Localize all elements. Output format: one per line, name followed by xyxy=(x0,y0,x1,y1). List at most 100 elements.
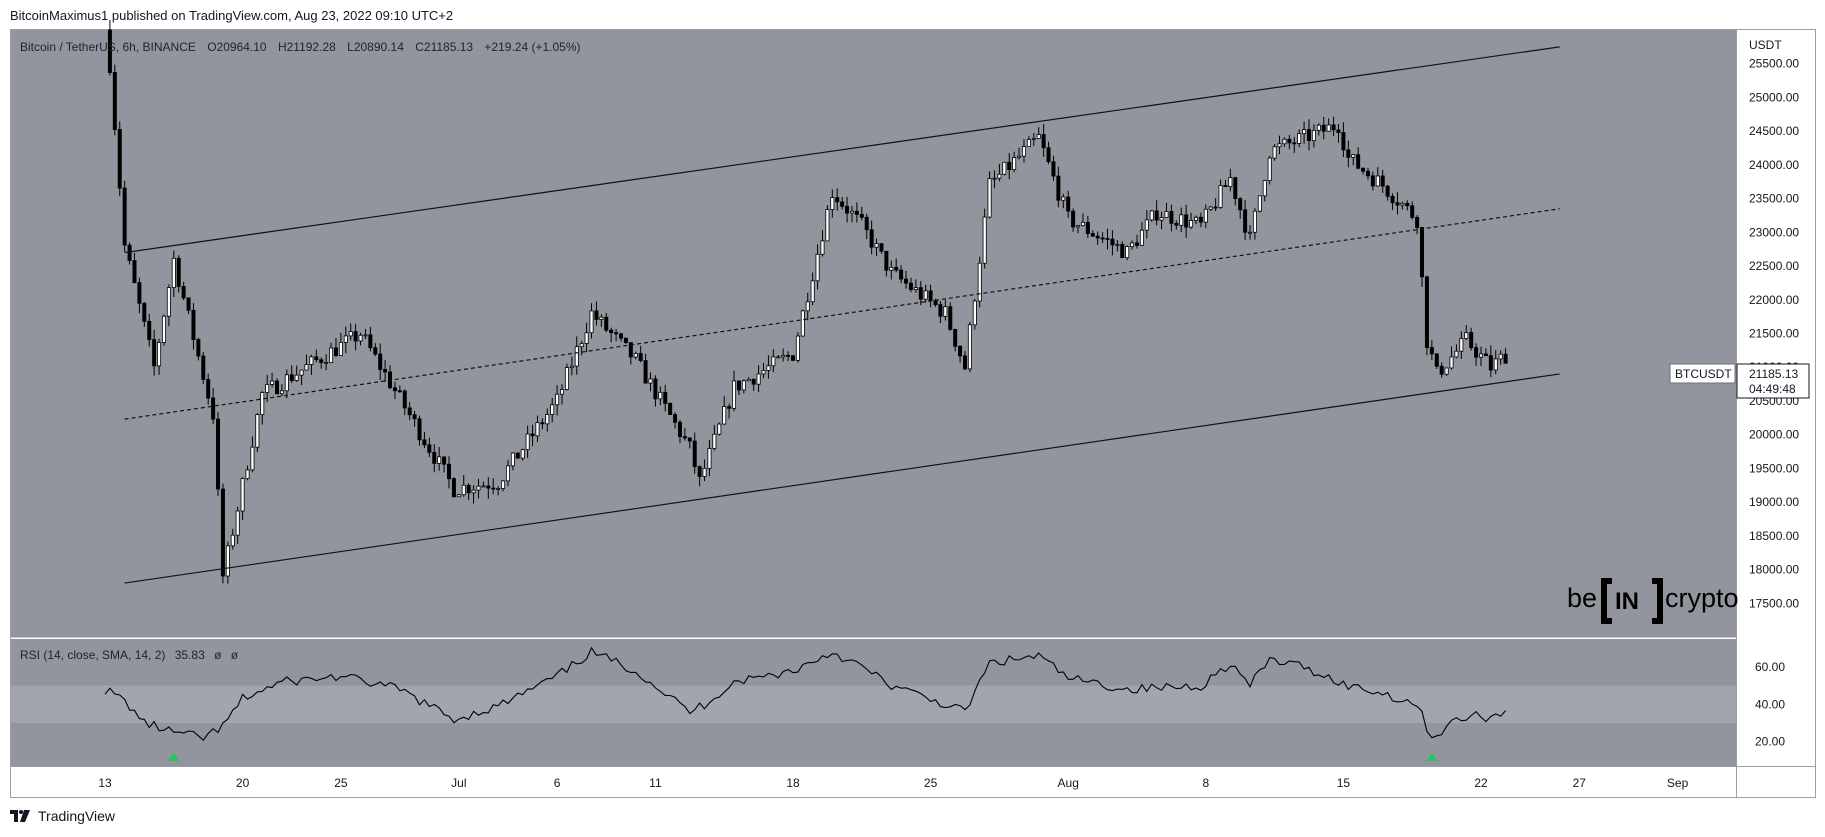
time-tick-4: 6 xyxy=(554,776,561,790)
candle xyxy=(1282,137,1287,147)
candle xyxy=(304,354,309,371)
candle xyxy=(697,465,702,487)
candle xyxy=(648,372,653,392)
currency-label: USDT xyxy=(1749,38,1782,52)
candle xyxy=(1066,190,1071,218)
candle xyxy=(864,213,869,240)
candle xyxy=(1095,231,1100,245)
candle xyxy=(1243,200,1248,241)
candle xyxy=(1326,118,1331,132)
candle xyxy=(707,439,712,477)
candle xyxy=(682,427,687,441)
candle xyxy=(348,323,353,341)
candle xyxy=(1336,123,1341,143)
candle xyxy=(1056,166,1061,208)
candle xyxy=(1139,221,1144,246)
candle xyxy=(963,350,968,370)
candle xyxy=(1483,348,1488,357)
candle xyxy=(107,20,112,76)
candle xyxy=(889,260,894,280)
candle xyxy=(1429,340,1434,361)
candle xyxy=(717,422,722,436)
candle xyxy=(397,385,402,394)
candle xyxy=(1076,225,1081,234)
candle xyxy=(1233,176,1238,206)
candle xyxy=(338,332,343,356)
price-badge[interactable] xyxy=(1736,363,1810,399)
candle xyxy=(540,418,545,430)
candle xyxy=(1351,154,1356,166)
candle xyxy=(1031,132,1036,147)
bullish-arrow-icon-0 xyxy=(167,753,180,761)
candle xyxy=(1262,179,1267,202)
candle xyxy=(1002,161,1007,176)
candle xyxy=(1085,215,1090,239)
candle xyxy=(756,365,761,393)
candle xyxy=(1474,343,1479,366)
symbol-badge[interactable] xyxy=(1669,363,1736,384)
candle xyxy=(466,483,471,501)
channel-upper-line[interactable] xyxy=(124,46,1560,254)
candle xyxy=(1341,122,1346,158)
price-tick-0: 17500.00 xyxy=(1749,596,1799,610)
time-tick-9: 8 xyxy=(1202,776,1209,790)
price-tick-8: 21500.00 xyxy=(1749,327,1799,341)
candle xyxy=(746,376,751,382)
price-pane[interactable] xyxy=(11,30,1736,637)
ohlc-open-label: O xyxy=(207,40,216,54)
candle xyxy=(314,349,319,363)
time-tick-2: 25 xyxy=(334,776,348,790)
price-tick-11: 23000.00 xyxy=(1749,225,1799,239)
svg-text:crypto: crypto xyxy=(1665,583,1739,613)
candle xyxy=(1331,116,1336,136)
beincrypto-logo: be IN crypto xyxy=(1567,578,1739,624)
candle xyxy=(1036,127,1041,140)
price-tick-1: 18000.00 xyxy=(1749,563,1799,577)
candle xyxy=(206,373,211,405)
candle xyxy=(1149,210,1154,222)
rsi-tick-0: 20.00 xyxy=(1755,735,1785,749)
candle xyxy=(1479,346,1484,366)
candle xyxy=(913,279,918,293)
candle xyxy=(1400,201,1405,210)
candle xyxy=(235,506,240,544)
candle xyxy=(505,459,510,487)
candle xyxy=(515,452,520,459)
time-tick-labels: 13 20 25 Jul 6 11 18 25 Aug 8 15 22 27 Sep xyxy=(98,776,1688,790)
candle xyxy=(230,528,235,550)
candle xyxy=(948,302,953,331)
candle xyxy=(1410,201,1415,220)
candle xyxy=(196,337,201,361)
candle xyxy=(692,432,697,474)
candle xyxy=(1287,134,1292,150)
channel-lower-line[interactable] xyxy=(124,373,1560,584)
candle xyxy=(250,436,255,473)
candle xyxy=(987,171,992,219)
channel-middle-line[interactable] xyxy=(124,208,1560,420)
candle xyxy=(171,250,176,298)
candle xyxy=(525,425,530,458)
candle xyxy=(1238,197,1243,219)
candle xyxy=(732,370,737,412)
time-tick-11: 22 xyxy=(1474,776,1488,790)
candle xyxy=(383,360,388,382)
candle xyxy=(201,352,206,385)
candle xyxy=(152,329,157,376)
candle xyxy=(161,314,166,346)
footer-brand[interactable]: TradingView xyxy=(38,808,116,824)
candle xyxy=(392,381,397,400)
rsi-legend-extra2: ø xyxy=(231,648,239,662)
price-tick-14: 24500.00 xyxy=(1749,124,1799,138)
candle xyxy=(1469,327,1474,351)
candle xyxy=(211,388,216,425)
candle xyxy=(1302,121,1307,144)
symbol-legend[interactable]: Bitcoin / TetherUS, 6h, BINANCE O20964.1… xyxy=(20,40,581,54)
candle xyxy=(795,332,800,363)
candle xyxy=(1252,208,1257,240)
svg-text:be: be xyxy=(1567,583,1597,613)
candle xyxy=(677,419,682,444)
candle xyxy=(1346,140,1351,168)
rsi-legend[interactable]: RSI (14, close, SMA, 14, 2) 35.83 ø ø xyxy=(20,648,239,662)
candle xyxy=(181,281,186,301)
